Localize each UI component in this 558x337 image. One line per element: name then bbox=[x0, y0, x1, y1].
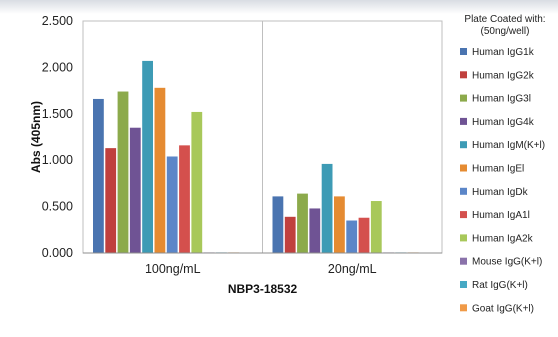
legend-label: Human IgM(K+l) bbox=[472, 140, 545, 151]
y-tick-label: 0.500 bbox=[42, 200, 73, 214]
y-tick-label: 1.500 bbox=[42, 107, 73, 121]
bar bbox=[297, 193, 308, 253]
legend-swatch bbox=[460, 94, 467, 102]
legend-label: Human IgEl bbox=[472, 164, 524, 175]
bar bbox=[154, 87, 166, 253]
category-label: 20ng/mL bbox=[328, 262, 377, 276]
y-axis-title: Abs (405nm) bbox=[29, 101, 43, 173]
bar bbox=[358, 217, 370, 253]
legend-label: Human IgG2k bbox=[472, 70, 535, 81]
bar bbox=[93, 98, 104, 254]
legend-swatch bbox=[460, 187, 467, 195]
legend-label: Human IgDk bbox=[472, 187, 529, 198]
bar bbox=[117, 91, 129, 253]
bar bbox=[309, 208, 321, 253]
bar bbox=[284, 216, 296, 253]
bar bbox=[191, 111, 203, 253]
legend-label: Mouse IgG(K+l) bbox=[472, 257, 542, 268]
bar bbox=[166, 156, 178, 253]
legend-label: Human IgG4k bbox=[472, 117, 535, 128]
legend-swatch bbox=[460, 211, 467, 219]
y-tick-label: 1.000 bbox=[42, 153, 73, 167]
bar bbox=[129, 127, 141, 253]
y-tick-label: 0.000 bbox=[42, 246, 73, 260]
legend-swatch bbox=[460, 257, 467, 265]
bar bbox=[321, 163, 333, 253]
bar bbox=[272, 196, 284, 253]
legend-label: Goat IgG(K+l) bbox=[472, 303, 534, 314]
legend-label: Human IgA2k bbox=[472, 233, 534, 244]
x-axis-title: NBP3-18532 bbox=[228, 282, 298, 296]
legend-swatch bbox=[460, 71, 467, 79]
legend-swatch bbox=[460, 48, 467, 55]
legend-swatch bbox=[460, 164, 467, 172]
legend-label: Human IgG1k bbox=[472, 47, 535, 58]
y-tick-label: 2.000 bbox=[42, 60, 73, 74]
y-tick-label: 2.500 bbox=[42, 14, 73, 28]
bar bbox=[370, 201, 382, 253]
category-label: 100ng/mL bbox=[145, 262, 201, 276]
legend-label: Human IgG3l bbox=[472, 94, 531, 105]
legend-label: Rat IgG(K+l) bbox=[472, 280, 528, 291]
legend-swatch bbox=[460, 234, 467, 242]
bar bbox=[142, 60, 153, 254]
bar bbox=[334, 196, 345, 253]
bar bbox=[346, 220, 358, 253]
legend-swatch bbox=[460, 281, 467, 288]
bar bbox=[105, 148, 117, 253]
legend-label: Human IgA1l bbox=[472, 210, 530, 221]
legend-swatch bbox=[460, 304, 467, 312]
legend-swatch bbox=[460, 141, 467, 149]
legend-title: (50ng/well) bbox=[481, 26, 530, 37]
bar bbox=[179, 145, 190, 253]
legend-swatch bbox=[460, 117, 467, 125]
legend-title: Plate Coated with: bbox=[464, 14, 545, 25]
